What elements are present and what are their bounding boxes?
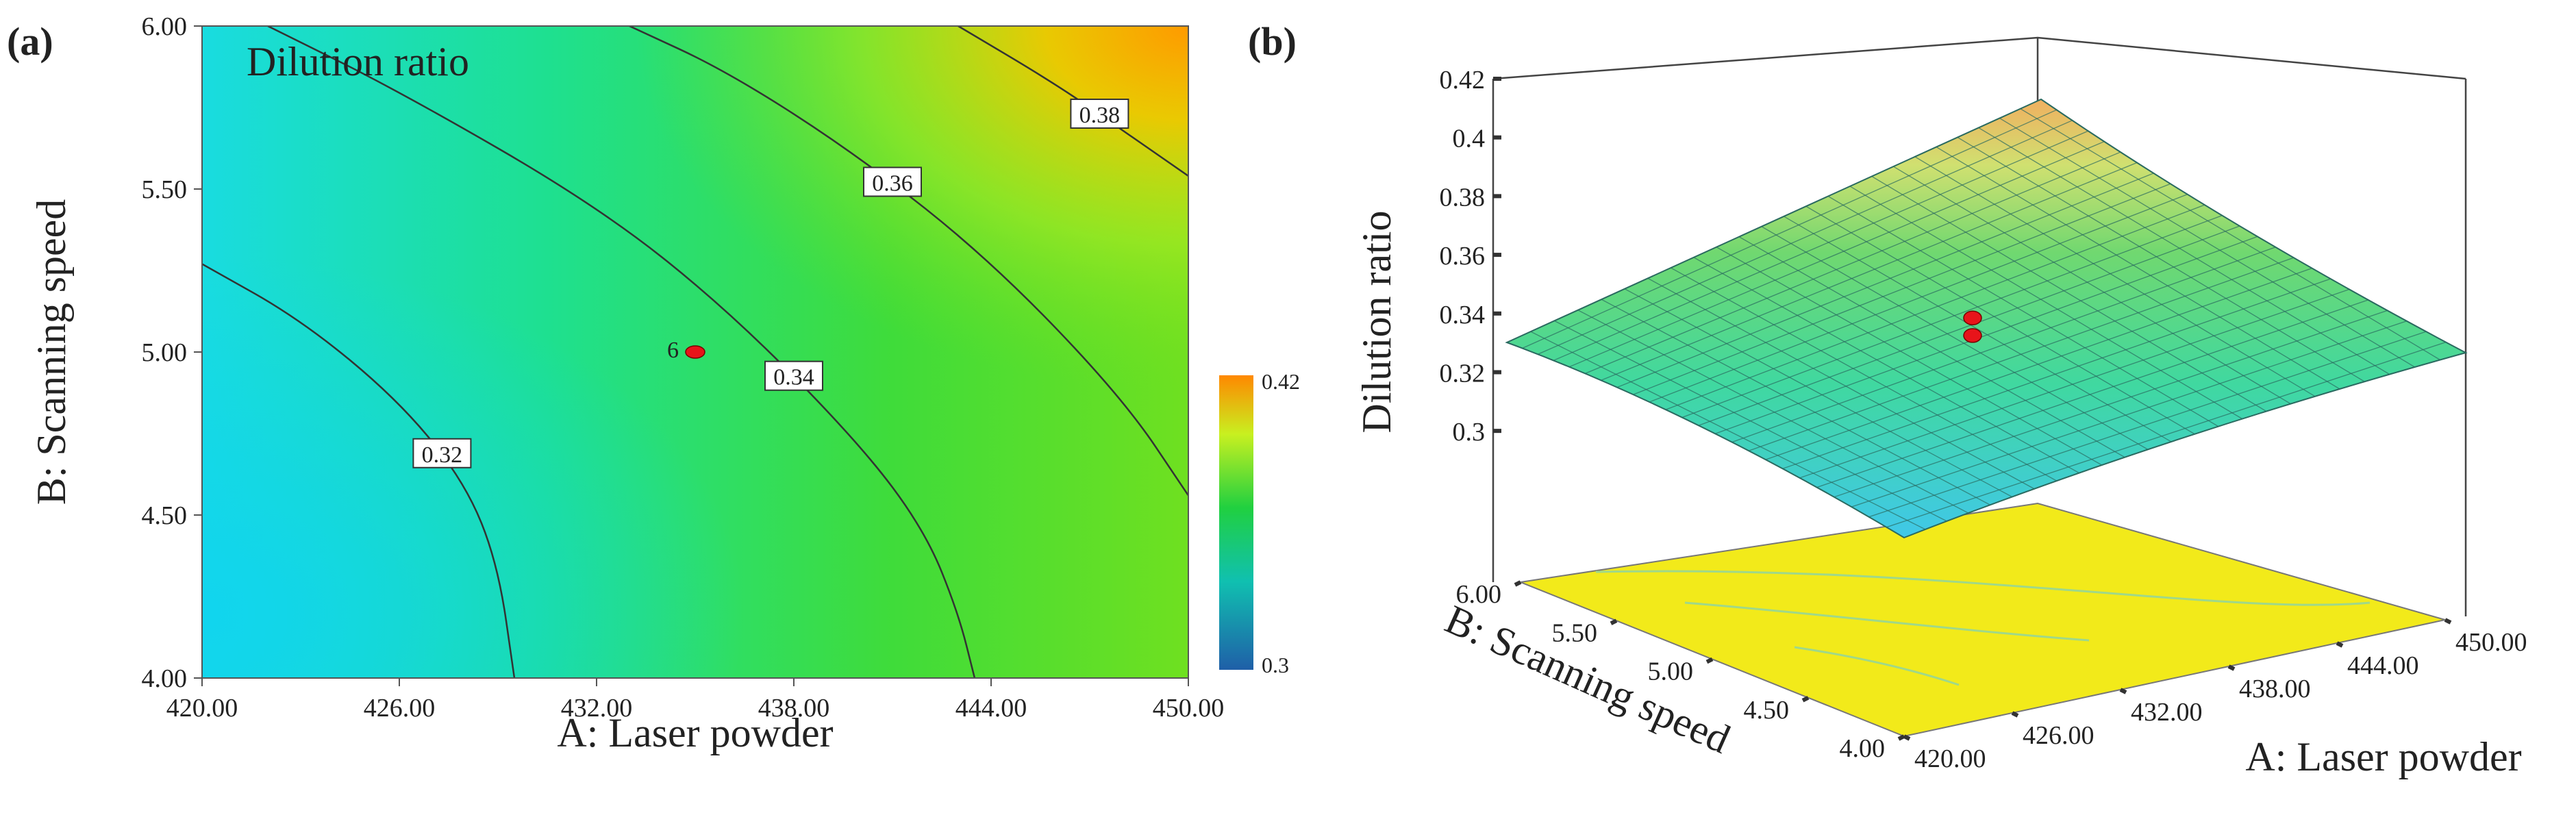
x-tick-label: 450.00 — [1153, 694, 1225, 723]
contour-label-box — [412, 438, 472, 468]
response-surface — [1505, 98, 2468, 539]
contour-line-0.34 — [267, 26, 976, 678]
y-axis-label: B: Scanning speed — [29, 199, 74, 505]
x3d-tick-mark — [2119, 688, 2127, 694]
x-tick-label: 432.00 — [561, 694, 633, 723]
x3d-tick-label: 432.00 — [2131, 698, 2203, 727]
z-tick-label: 0.36 — [1440, 242, 1486, 271]
surface-design-point — [1963, 310, 1982, 325]
y3d-tick-mark — [1610, 618, 1618, 625]
y3d-tick-label: 4.50 — [1744, 696, 1790, 725]
colorbar-min-label: 0.3 — [1262, 653, 1289, 677]
colorbar — [1219, 375, 1253, 670]
x3d-tick-label: 420.00 — [1914, 744, 1986, 773]
contour-label: 0.32 — [422, 442, 463, 468]
x3d-tick-mark — [2444, 618, 2452, 625]
z-axis-label: Dilution ratio — [1354, 211, 1399, 434]
y-tick-label: 5.00 — [142, 338, 188, 367]
contour-label: 0.38 — [1079, 103, 1121, 128]
z-tick-label: 0.38 — [1440, 183, 1486, 212]
z-tick-label: 0.3 — [1453, 418, 1486, 447]
contour-line-0.32 — [202, 263, 516, 678]
surface-design-point — [1963, 328, 1982, 343]
y3d-tick-label: 4.00 — [1840, 734, 1886, 763]
x-axis-label: A: Laser powder — [557, 710, 833, 755]
contour-label: 0.36 — [872, 171, 913, 196]
contour-label-box — [863, 166, 922, 197]
y3d-tick-label: 5.00 — [1648, 657, 1694, 686]
x3d-tick-mark — [2336, 641, 2344, 648]
z-tick-label: 0.32 — [1440, 359, 1486, 388]
x3d-tick-label: 444.00 — [2347, 651, 2419, 680]
y3d-tick-label: 6.00 — [1456, 580, 1502, 609]
y3d-tick-label: 5.50 — [1552, 618, 1598, 647]
x-tick-label: 438.00 — [758, 694, 830, 723]
contour-label: 0.34 — [773, 365, 814, 390]
x-axis-label-3d: A: Laser powder — [2245, 734, 2521, 779]
x3d-tick-mark — [1903, 734, 1911, 741]
y3d-tick-mark — [1705, 657, 1714, 664]
z-tick-label: 0.42 — [1440, 66, 1486, 95]
x3d-tick-label: 450.00 — [2455, 628, 2527, 657]
x3d-tick-label: 438.00 — [2239, 675, 2311, 703]
x3d-tick-label: 426.00 — [2023, 721, 2094, 750]
x-tick-label: 444.00 — [955, 694, 1027, 723]
contour-line-0.38 — [958, 26, 1188, 177]
y-tick-label: 5.50 — [142, 175, 188, 204]
y-tick-label: 4.00 — [142, 664, 188, 693]
design-point-label: 6 — [667, 338, 679, 363]
colorbar-max-label: 0.42 — [1262, 369, 1300, 394]
x-tick-label: 426.00 — [364, 694, 436, 723]
y3d-tick-mark — [1801, 696, 1810, 703]
y3d-tick-mark — [1514, 580, 1522, 587]
contour-title: Dilution ratio — [247, 39, 469, 84]
surface-mesh — [1522, 108, 2447, 530]
y-tick-label: 4.50 — [142, 501, 188, 530]
contour-label-box — [1070, 98, 1129, 129]
y-tick-label: 6.00 — [142, 12, 188, 41]
x-tick-label: 420.00 — [166, 694, 238, 723]
contour-label-box — [764, 360, 823, 391]
x3d-tick-mark — [2011, 711, 2019, 718]
x3d-tick-mark — [2227, 664, 2236, 671]
panel-b-label: (b) — [1248, 19, 1297, 64]
z-tick-label: 0.34 — [1440, 301, 1486, 329]
floor-contours — [1595, 570, 2371, 686]
panel-a-label: (a) — [7, 19, 53, 64]
design-point — [685, 345, 705, 359]
z-tick-label: 0.4 — [1453, 125, 1486, 153]
y3d-tick-mark — [1897, 734, 1905, 741]
